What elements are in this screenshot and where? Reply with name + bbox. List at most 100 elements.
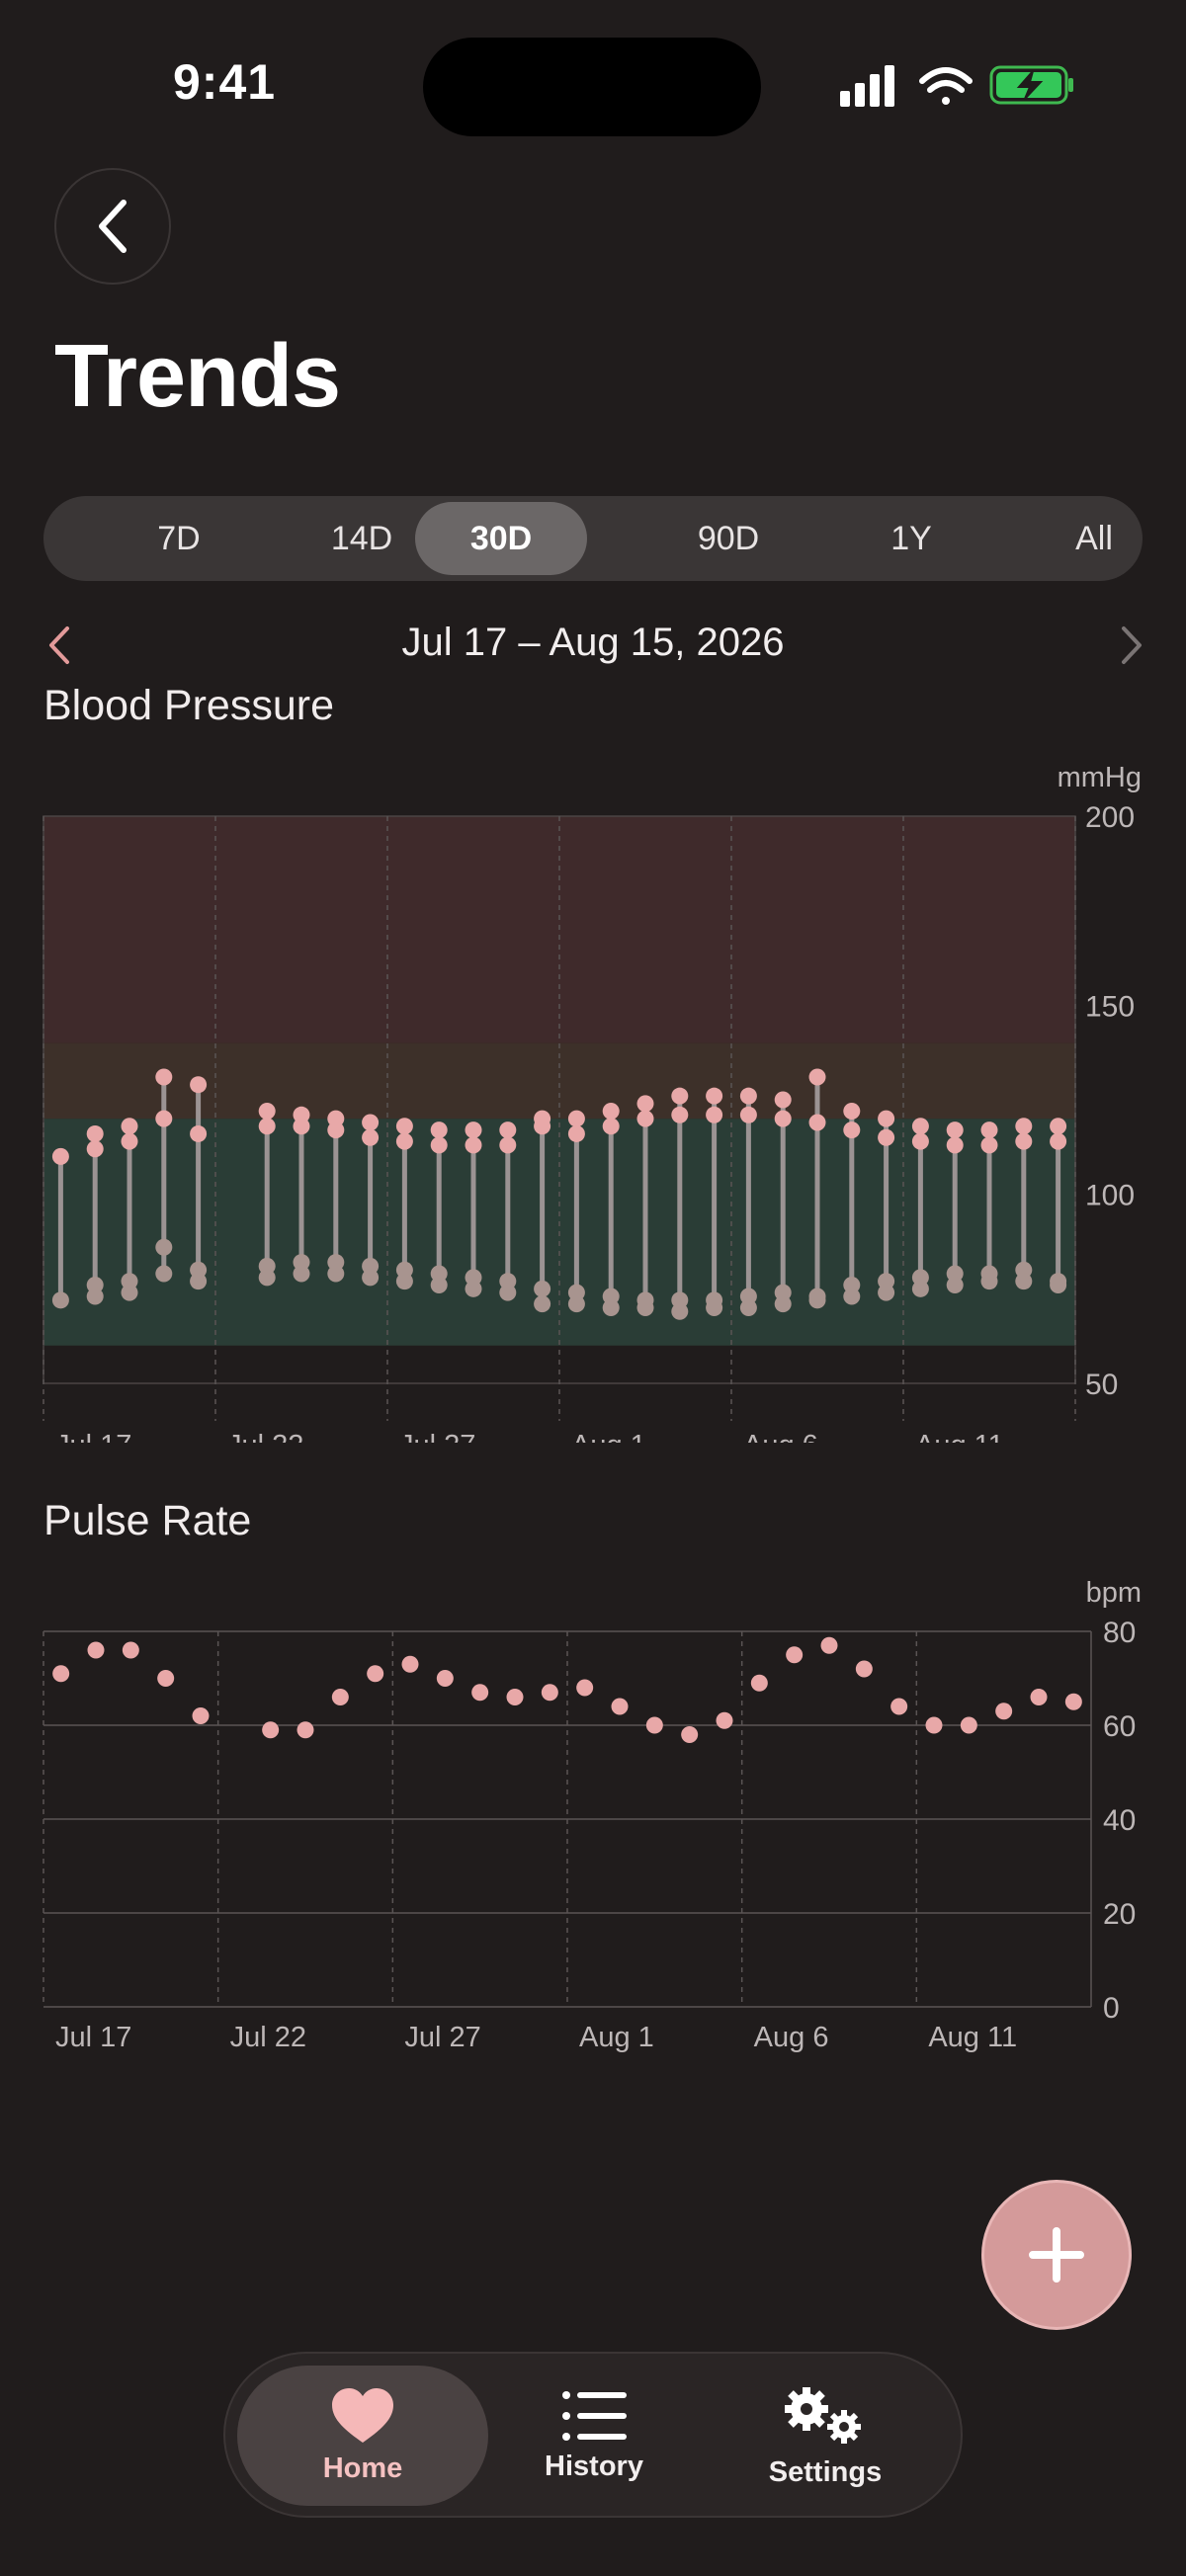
pulse-x-tick-label: Aug 11 <box>928 2022 1017 2053</box>
tab-home-label: Home <box>322 2451 403 2484</box>
pulse-point <box>541 1684 558 1702</box>
bp-systolic-point <box>808 1114 826 1131</box>
bp-systolic-point <box>911 1118 929 1135</box>
bp-systolic-point <box>293 1118 310 1135</box>
pulse-point <box>192 1707 210 1724</box>
bp-diastolic-point <box>739 1298 757 1316</box>
bp-x-tick-label: Aug 11 <box>915 1430 1004 1443</box>
bp-systolic-point <box>706 1106 723 1123</box>
bp-systolic-point <box>1050 1132 1067 1150</box>
bp-systolic-point <box>499 1136 517 1154</box>
date-range-label: Jul 17 – Aug 15, 2026 <box>401 621 785 664</box>
back-button[interactable] <box>54 168 171 285</box>
bp-diastolic-point <box>878 1284 895 1301</box>
bp-systolic-point <box>946 1122 964 1139</box>
previous-period-button[interactable] <box>40 621 79 670</box>
bp-systolic-point <box>878 1110 895 1127</box>
tab-history[interactable]: History <box>468 2366 720 2506</box>
bp-systolic-point <box>362 1114 380 1131</box>
chevron-left-icon <box>49 626 69 664</box>
pulse-rate-chart: 0 20 40 60 80 Jul 17 Jul 22 Jul 27 Aug 1 Aug 6 Aug… <box>42 1577 1142 2053</box>
pulse-point <box>890 1698 908 1715</box>
bp-x-tick-label: Jul 27 <box>399 1430 475 1443</box>
bp-systolic-point <box>190 1076 208 1094</box>
gears-icon <box>785 2386 861 2444</box>
bp-x-tick-label: Jul 22 <box>227 1430 303 1443</box>
list-icon <box>562 2390 627 2441</box>
bp-diastolic-point <box>327 1265 345 1283</box>
range-tab-90d[interactable]: 90D <box>697 519 760 557</box>
pulse-point <box>925 1716 943 1734</box>
heart-icon <box>332 2387 393 2443</box>
bp-systolic-point <box>843 1102 861 1120</box>
bp-diastolic-point <box>534 1295 551 1313</box>
pulse-point <box>820 1636 838 1654</box>
bp-x-tick-label: Aug 1 <box>571 1430 646 1443</box>
pulse-x-tick-label: Aug 1 <box>579 2022 654 2053</box>
bp-x-tick-label: Jul 17 <box>55 1430 131 1443</box>
tab-settings[interactable]: Settings <box>700 2366 951 2506</box>
bp-diastolic-point <box>808 1291 826 1309</box>
status-icons <box>840 65 1073 107</box>
pulse-point <box>401 1655 419 1673</box>
bp-systolic-point <box>190 1124 208 1142</box>
bp-diastolic-point <box>602 1298 620 1316</box>
pulse-point <box>122 1641 139 1659</box>
pulse-y-tick-label: 80 <box>1103 1617 1136 1649</box>
next-period-button[interactable] <box>1112 621 1151 670</box>
bp-diastolic-point <box>395 1273 413 1290</box>
pulse-point <box>1030 1689 1048 1705</box>
pulse-point <box>331 1689 349 1705</box>
bp-systolic-point <box>567 1124 585 1142</box>
pulse-point <box>506 1689 524 1705</box>
tab-settings-label: Settings <box>768 2455 883 2488</box>
bp-x-tick-label: Aug 6 <box>743 1430 818 1443</box>
bp-diastolic-point <box>121 1284 138 1301</box>
bp-diastolic-point <box>86 1288 104 1305</box>
bp-systolic-point <box>121 1132 138 1150</box>
bp-systolic-point <box>534 1118 551 1135</box>
bp-systolic-point <box>430 1122 448 1139</box>
bp-systolic-point <box>395 1118 413 1135</box>
pulse-y-tick-label: 0 <box>1103 1992 1120 2025</box>
range-tab-1y[interactable]: 1Y <box>890 519 932 557</box>
bp-diastolic-point <box>190 1273 208 1290</box>
pulse-point <box>52 1665 70 1683</box>
bp-systolic-point <box>1015 1132 1033 1150</box>
bp-diastolic-point <box>258 1269 276 1287</box>
pulse-point <box>750 1674 768 1692</box>
bp-systolic-point <box>499 1122 517 1139</box>
range-tab-14d[interactable]: 14D <box>330 519 393 557</box>
bp-diastolic-point <box>946 1277 964 1294</box>
pulse-point <box>87 1641 105 1659</box>
range-tab-30d[interactable]: 30D <box>415 502 587 575</box>
bp-systolic-point <box>155 1110 173 1127</box>
bp-diastolic-point <box>980 1273 998 1290</box>
pulse-x-tick-label: Jul 17 <box>55 2022 131 2053</box>
bp-systolic-point <box>980 1122 998 1139</box>
bp-diastolic-point <box>155 1238 173 1256</box>
tab-home[interactable]: Home <box>237 2366 488 2506</box>
add-reading-button[interactable] <box>981 2180 1132 2330</box>
chevron-left-icon <box>99 200 127 253</box>
bp-systolic-point <box>395 1132 413 1150</box>
bp-systolic-point <box>121 1118 138 1135</box>
bp-diastolic-point <box>636 1298 654 1316</box>
pulse-x-tick-label: Aug 6 <box>754 2022 829 2053</box>
bp-systolic-point <box>327 1122 345 1139</box>
bp-systolic-point <box>258 1118 276 1135</box>
bp-systolic-point <box>774 1110 792 1127</box>
pulse-point <box>367 1665 384 1683</box>
pulse-point <box>960 1716 977 1734</box>
bp-systolic-point <box>739 1087 757 1105</box>
range-tab-7d[interactable]: 7D <box>157 519 201 557</box>
bp-systolic-point <box>602 1102 620 1120</box>
range-tab-all[interactable]: All <box>1075 519 1113 557</box>
bp-systolic-point <box>86 1124 104 1142</box>
page-title: Trends <box>54 327 341 426</box>
bp-systolic-point <box>911 1132 929 1150</box>
pulse-point <box>611 1698 629 1715</box>
pulse-point <box>471 1684 489 1702</box>
pulse-section-title: Pulse Rate <box>43 1497 252 1544</box>
pulse-y-tick-label: 40 <box>1103 1804 1136 1837</box>
